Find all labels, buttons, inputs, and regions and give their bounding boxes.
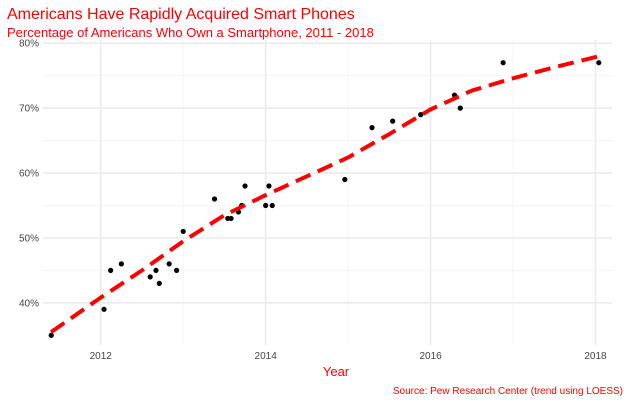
chart-title: Americans Have Rapidly Acquired Smart Ph… xyxy=(7,6,355,23)
data-point xyxy=(156,280,162,286)
data-point xyxy=(228,215,234,222)
x-tick-label: 2014 xyxy=(255,351,278,362)
x-tick-label: 2016 xyxy=(419,351,442,362)
data-point xyxy=(211,196,218,202)
data-point xyxy=(596,60,602,66)
y-tick-label: 50% xyxy=(19,233,39,244)
y-tick-label: 60% xyxy=(19,169,39,180)
data-point xyxy=(118,261,124,267)
data-point xyxy=(369,125,375,131)
data-point xyxy=(390,118,396,124)
data-point xyxy=(101,306,107,312)
data-point xyxy=(166,261,172,267)
x-tick-label: 2012 xyxy=(90,351,113,362)
data-point xyxy=(153,267,159,273)
data-point xyxy=(147,274,153,280)
y-axis: 40% 50% 60% 70% 80% xyxy=(19,39,39,310)
y-tick-label: 40% xyxy=(19,298,39,309)
x-axis-title: Year xyxy=(323,364,350,379)
chart-subtitle: Percentage of Americans Who Own a Smartp… xyxy=(7,25,374,40)
x-axis: 2012 2014 2016 2018 xyxy=(90,351,607,362)
data-point xyxy=(269,202,275,209)
data-point xyxy=(173,267,180,273)
data-point xyxy=(242,183,248,189)
plot-area xyxy=(43,40,612,345)
y-tick-label: 80% xyxy=(19,39,39,50)
data-point xyxy=(108,267,114,273)
data-point xyxy=(500,60,506,66)
data-point xyxy=(457,105,463,111)
x-tick-label: 2018 xyxy=(584,351,607,362)
data-point xyxy=(342,176,348,183)
chart-caption: Source: Pew Research Center (trend using… xyxy=(393,386,623,397)
data-point xyxy=(48,332,54,338)
data-point xyxy=(180,228,186,235)
data-point xyxy=(263,202,269,209)
data-point xyxy=(418,112,424,118)
data-point xyxy=(266,183,272,189)
trend-line xyxy=(50,54,600,334)
y-tick-label: 70% xyxy=(19,104,39,115)
